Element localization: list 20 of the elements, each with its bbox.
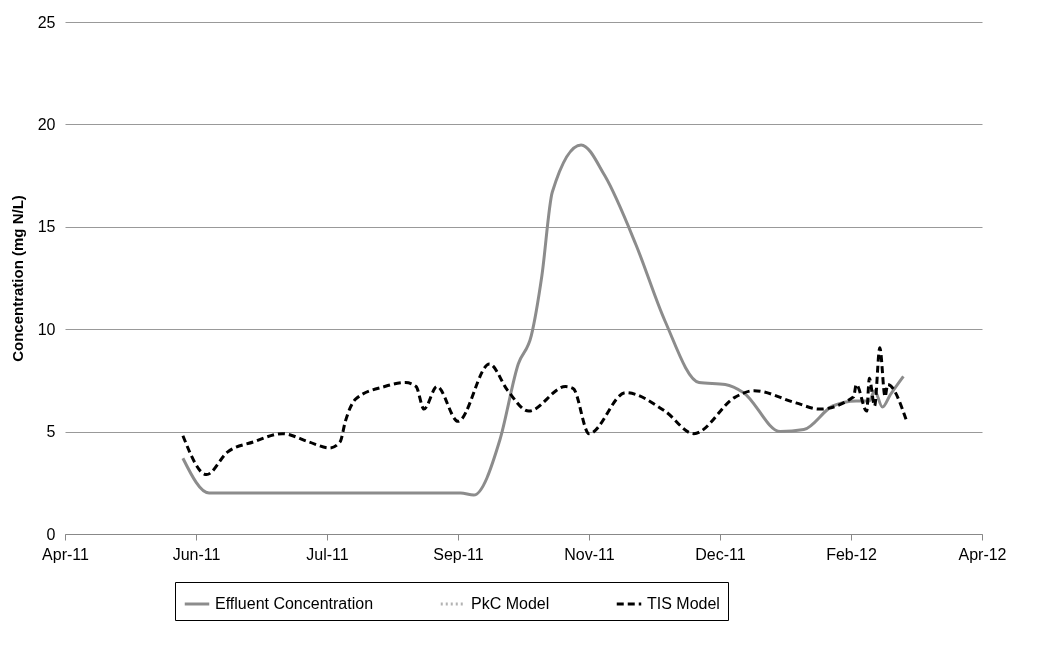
x-tick-label: Nov-11 (564, 545, 615, 563)
legend-label: TIS Model (647, 595, 720, 612)
x-tick-label: Apr-11 (42, 545, 90, 563)
y-tick-label: 20 (37, 115, 56, 133)
legend-label: PkC Model (471, 595, 550, 612)
line-series (181, 143, 905, 497)
y-tick-label: 5 (46, 423, 56, 441)
x-tick-label: Sep-11 (433, 545, 484, 563)
y-tick-label: 10 (37, 320, 56, 338)
x-tick-label: Apr-12 (958, 545, 1007, 563)
y-tick-label: 25 (37, 13, 56, 31)
x-tick-label: Feb-12 (826, 545, 877, 563)
line-series (181, 346, 908, 477)
y-tick-label: 15 (37, 218, 56, 236)
legend-label: Effluent Concentration (215, 595, 374, 612)
x-tick-label: Jun-11 (172, 545, 221, 563)
x-tick-label: Jul-11 (306, 545, 349, 563)
y-tick-label: 0 (46, 525, 56, 543)
x-tick-label: Dec-11 (695, 545, 746, 563)
y-axis-title: Concentration (mg N/L) (8, 195, 26, 362)
